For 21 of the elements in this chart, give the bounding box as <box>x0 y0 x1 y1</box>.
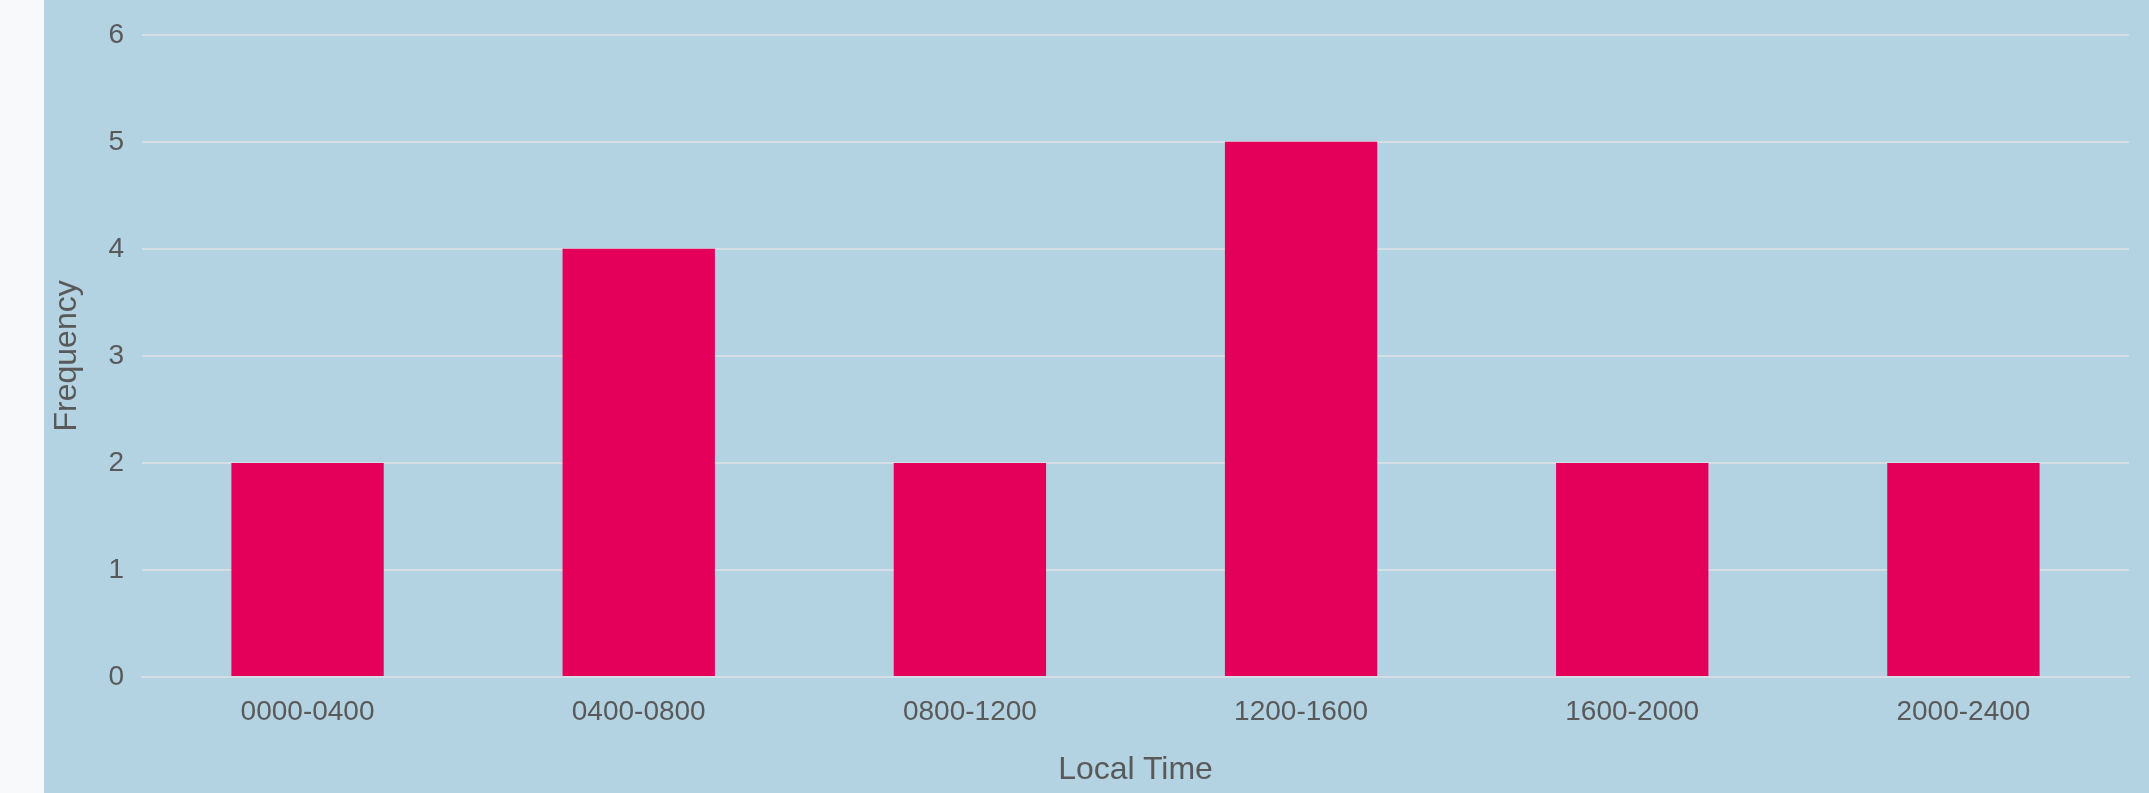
y-tick-label: 0 <box>108 659 124 691</box>
bar <box>231 462 384 676</box>
y-tick-label: 3 <box>108 338 124 370</box>
x-tick-label: 0400-0800 <box>571 694 706 726</box>
bar <box>562 248 715 676</box>
bar <box>893 462 1047 676</box>
x-tick-label: 1600-2000 <box>1565 694 1700 726</box>
x-tick-label: 0800-1200 <box>902 694 1037 726</box>
bar <box>1224 141 1378 676</box>
y-tick-label: 1 <box>108 552 124 584</box>
y-tick-label: 6 <box>108 17 124 49</box>
x-tick-label: 2000-2400 <box>1896 694 2031 726</box>
x-tick-label: 1200-1600 <box>1234 694 1369 726</box>
x-tick-label: 0000-0400 <box>240 694 375 726</box>
y-tick-label: 4 <box>108 231 124 263</box>
y-axis-title: Frequency <box>47 280 84 432</box>
y-tick-label: 2 <box>108 445 124 477</box>
bar <box>1556 462 1709 676</box>
bar <box>1887 462 2040 676</box>
y-tick-label: 5 <box>108 124 124 156</box>
x-axis-title: Local Time <box>1058 749 1213 786</box>
